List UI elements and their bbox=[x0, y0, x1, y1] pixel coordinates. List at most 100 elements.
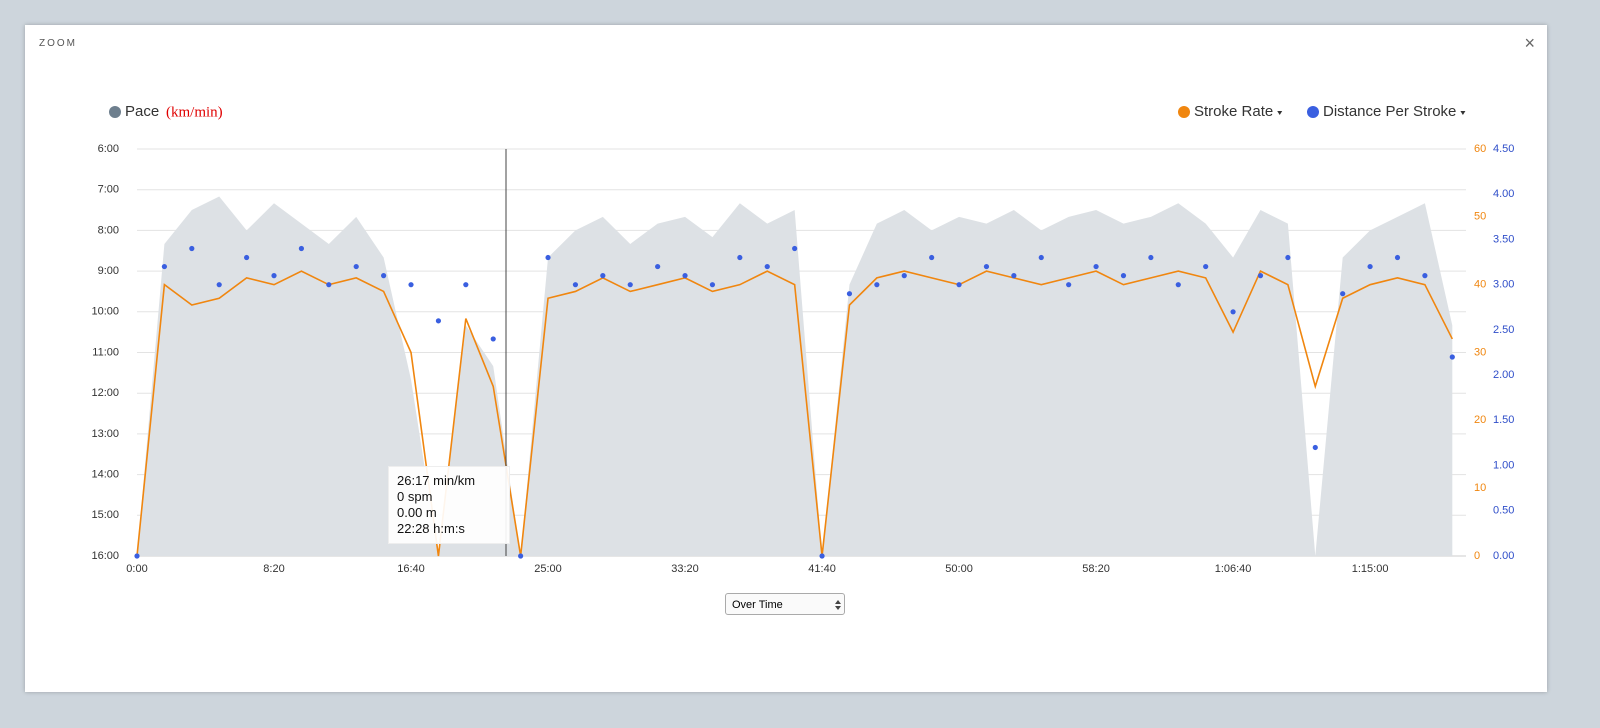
dps-point bbox=[709, 282, 716, 288]
dps-point bbox=[1011, 273, 1017, 279]
y-tick-label: 14:00 bbox=[91, 469, 119, 481]
dps-point bbox=[1203, 263, 1209, 270]
dps-point bbox=[1340, 291, 1346, 297]
tooltip: 26:17 min/km 0 spm 0.00 m 22:28 h:m:s bbox=[388, 466, 510, 544]
view-select[interactable]: Over Time bbox=[725, 593, 845, 615]
dps-point bbox=[244, 254, 250, 261]
y3-tick-label: 2.00 bbox=[1493, 369, 1514, 381]
x-tick-label: 8:20 bbox=[263, 563, 284, 575]
dps-point bbox=[1257, 273, 1264, 279]
y-tick-label: 10:00 bbox=[91, 306, 119, 318]
dps-point bbox=[737, 254, 743, 261]
y2-tick-label: 50 bbox=[1474, 211, 1486, 223]
y3-tick-label: 0.00 bbox=[1493, 550, 1514, 562]
dps-point bbox=[518, 553, 524, 559]
dps-point bbox=[956, 282, 962, 288]
x-tick-label: 1:15:00 bbox=[1352, 563, 1389, 575]
tooltip-line: 0.00 m bbox=[397, 505, 437, 520]
tooltip-line: 22:28 h:m:s bbox=[397, 521, 465, 536]
dps-point bbox=[819, 553, 825, 559]
x-tick-label: 58:20 bbox=[1082, 563, 1110, 575]
dps-point bbox=[435, 318, 442, 324]
x-tick-label: 0:00 bbox=[126, 563, 147, 575]
dps-point bbox=[408, 282, 414, 288]
dps-point bbox=[545, 254, 551, 261]
dps-point bbox=[1422, 273, 1428, 279]
dps-point bbox=[381, 273, 387, 279]
y2-tick-label: 10 bbox=[1474, 482, 1486, 494]
dps-point bbox=[216, 282, 222, 288]
dps-point bbox=[134, 553, 140, 559]
y-tick-label: 6:00 bbox=[98, 143, 119, 155]
y2-tick-label: 40 bbox=[1474, 279, 1486, 291]
dps-point bbox=[271, 273, 277, 279]
y-tick-label: 9:00 bbox=[98, 265, 119, 277]
dps-point bbox=[353, 263, 359, 270]
dps-point bbox=[600, 273, 606, 279]
y2-tick-label: 30 bbox=[1474, 346, 1486, 358]
dps-point bbox=[983, 263, 990, 270]
modal-title: ZOOM bbox=[39, 38, 77, 49]
dps-point bbox=[682, 273, 688, 279]
y-tick-label: 16:00 bbox=[91, 550, 119, 562]
legend-pace: Pace bbox=[125, 103, 159, 120]
dps-point bbox=[1120, 273, 1127, 279]
dps-point bbox=[1367, 263, 1373, 270]
y-tick-label: 15:00 bbox=[91, 509, 119, 521]
y-tick-label: 7:00 bbox=[98, 184, 119, 196]
y-tick-label: 8:00 bbox=[98, 224, 119, 236]
legend-dps: Distance Per Stroke bbox=[1323, 103, 1456, 120]
pace-annotation: (km/min) bbox=[166, 104, 223, 120]
dps-point bbox=[1148, 254, 1154, 261]
dps-point bbox=[463, 282, 469, 288]
chart: 6:00 7:00 8:00 9:00 10:00 11:00 12:00 13:00 14:0… bbox=[91, 103, 1514, 575]
stroke-rate-line bbox=[136, 270, 1454, 557]
dps-point bbox=[929, 254, 935, 261]
dps-point bbox=[901, 273, 907, 279]
dps-point bbox=[655, 263, 661, 270]
select-label: Over Time bbox=[732, 599, 783, 611]
legend-stroke-rate: Stroke Rate bbox=[1194, 103, 1273, 120]
tooltip-line: 26:17 min/km bbox=[397, 473, 476, 488]
legend-swatch bbox=[1178, 106, 1190, 118]
dps-point bbox=[1394, 254, 1401, 261]
y3-tick-label: 1.00 bbox=[1493, 459, 1514, 471]
y3-tick-label: 3.50 bbox=[1493, 233, 1514, 245]
dps-point bbox=[490, 336, 496, 342]
dps-point bbox=[846, 291, 853, 297]
y3-tick-label: 4.00 bbox=[1493, 188, 1514, 200]
y3-tick-label: 4.50 bbox=[1493, 143, 1514, 155]
dps-point bbox=[1175, 282, 1181, 288]
dps-point bbox=[792, 245, 798, 252]
select-arrows bbox=[835, 600, 841, 610]
dps-point bbox=[1093, 263, 1099, 270]
dps-point bbox=[161, 263, 168, 270]
x-tick-label: 33:20 bbox=[671, 563, 699, 575]
dps-point bbox=[1038, 254, 1044, 261]
y-tick-label: 12:00 bbox=[91, 387, 119, 399]
y3-tick-label: 2.50 bbox=[1493, 324, 1514, 336]
dps-point bbox=[764, 263, 770, 270]
y3-tick-label: 0.50 bbox=[1493, 505, 1514, 517]
dps-point bbox=[326, 282, 332, 288]
y-tick-label: 11:00 bbox=[92, 346, 119, 358]
x-tick-label: 16:40 bbox=[397, 563, 425, 575]
x-tick-label: 25:00 bbox=[534, 563, 562, 575]
dps-point bbox=[1285, 254, 1291, 261]
dps-point bbox=[298, 245, 305, 252]
y-tick-label: 13:00 bbox=[91, 428, 119, 440]
close-button[interactable]: × bbox=[1524, 33, 1535, 53]
dps-point bbox=[572, 282, 579, 288]
x-tick-label: 1:06:40 bbox=[1215, 563, 1252, 575]
dps-point bbox=[874, 282, 880, 288]
y2-tick-label: 60 bbox=[1474, 143, 1486, 155]
legend-swatch bbox=[109, 106, 121, 118]
y3-tick-label: 1.50 bbox=[1493, 414, 1514, 426]
dps-point bbox=[1312, 444, 1318, 451]
legend-dropdown bbox=[1277, 111, 1283, 115]
dps-point bbox=[1066, 282, 1072, 288]
legend-dropdown bbox=[1460, 111, 1466, 115]
y2-tick-label: 0 bbox=[1474, 550, 1480, 562]
y3-tick-label: 3.00 bbox=[1493, 279, 1514, 291]
